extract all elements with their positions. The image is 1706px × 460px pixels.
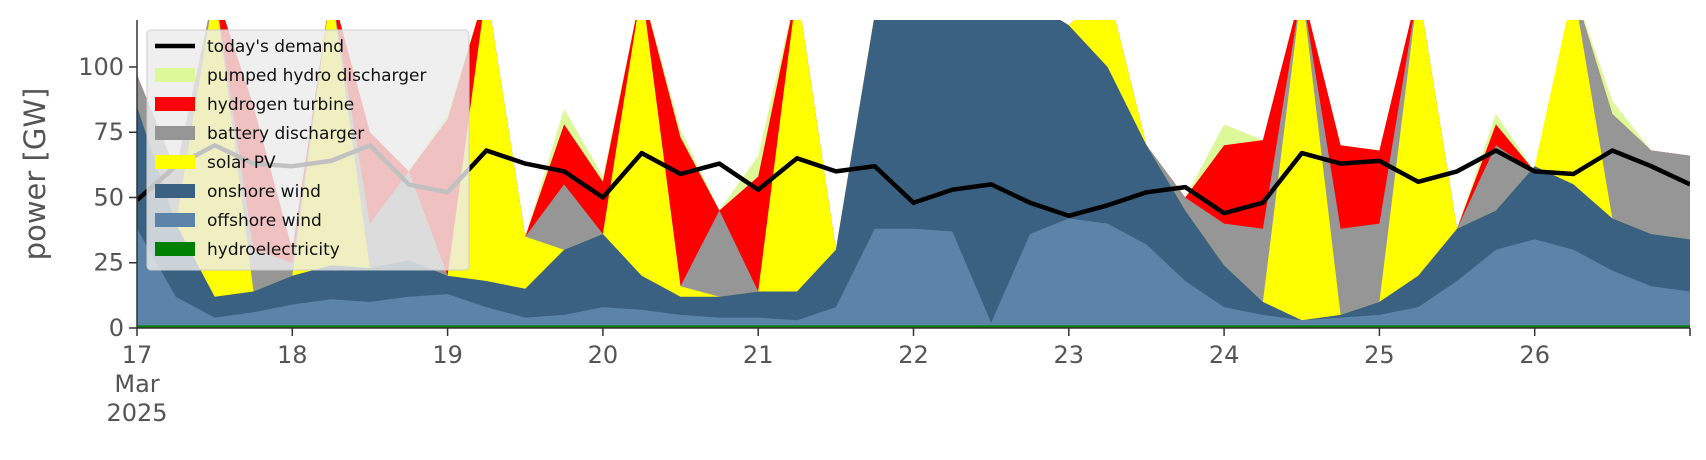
y-axis: 0 25 50 75 100 [78, 20, 138, 342]
legend-swatch [155, 184, 195, 198]
x-tick-label: 25 [1364, 341, 1395, 369]
legend-swatch [155, 97, 195, 111]
x-tick-label: 21 [743, 341, 774, 369]
legend-swatch [155, 126, 195, 140]
legend: today's demand pumped hydro discharger hyd… [146, 29, 470, 271]
y-tick-label: 50 [93, 183, 124, 211]
x-tick-label: 20 [588, 341, 619, 369]
legend-label: onshore wind [207, 182, 321, 202]
legend-box [146, 29, 470, 271]
x-tick-label: 26 [1519, 341, 1550, 369]
y-tick-label: 25 [93, 249, 124, 277]
legend-label: today's demand [207, 37, 344, 57]
x-tick-label: 22 [898, 341, 929, 369]
x-tick-label: 23 [1054, 341, 1085, 369]
x-tick-label: 18 [277, 341, 308, 369]
legend-label: pumped hydro discharger [207, 66, 426, 86]
legend-swatch [155, 242, 195, 256]
x-tick-year: 2025 [106, 399, 167, 427]
y-tick-label: 0 [109, 314, 124, 342]
x-tick-label: 24 [1209, 341, 1240, 369]
y-tick-label: 100 [78, 53, 124, 81]
x-tick-month: Mar [114, 370, 159, 398]
area-offshore-wind [137, 218, 1690, 328]
stacked-areas [137, 20, 1690, 328]
area-onshore-wind [137, 20, 1690, 328]
legend-label: hydrogen turbine [207, 95, 354, 115]
x-tick-label: 17 [122, 341, 153, 369]
legend-label: hydroelectricity [207, 240, 340, 260]
y-axis-label: power [GW] [18, 88, 52, 261]
legend-label: offshore wind [207, 211, 322, 231]
legend-swatch [155, 213, 195, 227]
legend-swatch [155, 68, 195, 82]
y-tick-label: 75 [93, 118, 124, 146]
legend-swatch [155, 155, 195, 169]
legend-label: solar PV [207, 153, 276, 173]
legend-label: battery discharger [207, 124, 364, 144]
x-tick-label: 19 [432, 341, 463, 369]
